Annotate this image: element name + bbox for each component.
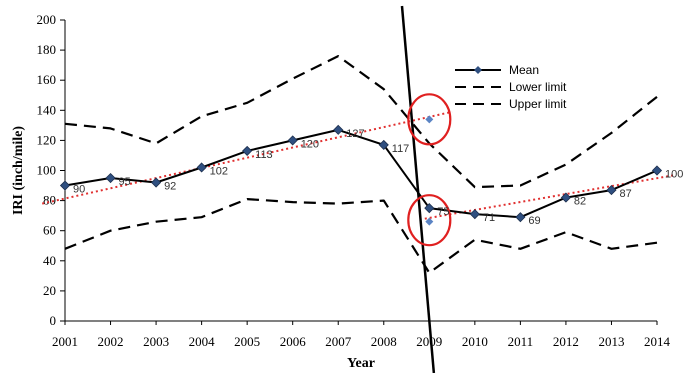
x-axis-title: Year (347, 356, 375, 371)
mean-data-label: 90 (73, 184, 85, 196)
mean-data-label: 69 (528, 215, 540, 227)
mean-point (651, 165, 663, 176)
mean-data-label: 102 (210, 165, 228, 177)
mean-point (151, 177, 162, 188)
x-tick-label: 2012 (553, 334, 579, 349)
x-tick-label: 2006 (280, 334, 307, 349)
series-line-mean (64, 128, 658, 219)
x-tick-label: 2014 (644, 334, 671, 349)
trendline (424, 174, 676, 220)
mean-point (59, 180, 71, 191)
mean-point (196, 162, 207, 173)
y-tick-label: 140 (37, 102, 57, 117)
x-tick-label: 2010 (462, 334, 488, 349)
annotations (400, 5, 452, 373)
x-tick-label: 2008 (371, 334, 397, 349)
axes: 0 20 40 60 80 100 120 140 160 180 200 2001 2002 2003 2… (37, 12, 671, 349)
legend-label: Lower limit (509, 80, 567, 94)
y-axis-title: IRI (inch/mile) (11, 126, 26, 215)
y-tick-label: 120 (37, 132, 57, 147)
mean-data-label: 100 (665, 169, 683, 181)
vertical-divider-line (400, 5, 436, 373)
x-tick-label: 2013 (598, 334, 624, 349)
y-tick-label: 40 (43, 253, 56, 268)
series-line-upper-limit (64, 55, 658, 189)
mean-data-label: 95 (119, 176, 131, 188)
x-tick-label: 2009 (416, 334, 442, 349)
highlight-point (425, 217, 434, 226)
y-tick-label: 200 (37, 12, 57, 27)
x-tick-label: 2003 (143, 334, 169, 349)
mean-point (515, 212, 526, 223)
y-tick-label: 100 (37, 163, 57, 178)
mean-point (606, 184, 617, 196)
mean-data-label: 87 (619, 188, 631, 200)
highlight-circle (407, 93, 452, 146)
x-tick-label: 2005 (234, 334, 260, 349)
y-tick-label: 80 (43, 193, 56, 208)
legend-marker (474, 66, 482, 74)
x-tick-label: 2007 (325, 334, 352, 349)
mean-point (105, 172, 116, 184)
mean-point (560, 192, 571, 203)
data-labels: 90 95 92 102 113 120 127 117 75 71 69 82 87 100 (73, 128, 683, 227)
mean-data-label: 75 (437, 206, 449, 218)
mean-data-label: 127 (346, 128, 364, 140)
y-tick-label: 180 (37, 42, 57, 57)
mean-data-label: 92 (164, 181, 176, 193)
mean-point (242, 145, 253, 157)
y-tick-label: 60 (43, 223, 56, 238)
y-tick-label: 160 (37, 72, 57, 87)
mean-point (378, 139, 389, 150)
mean-point (333, 124, 344, 135)
mean-point (424, 203, 435, 214)
mean-data-label: 71 (483, 212, 495, 224)
x-tick-label: 2002 (98, 334, 124, 349)
mean-data-label: 120 (301, 138, 319, 150)
legend: Mean Lower limit Upper limit (455, 63, 567, 111)
legend-label: Upper limit (509, 97, 567, 111)
trendline (41, 110, 453, 205)
mean-point (469, 209, 480, 220)
series-line-lower-limit (64, 198, 658, 274)
mean-data-label: 117 (392, 143, 410, 155)
highlight-point (425, 115, 434, 124)
series (59, 55, 663, 274)
y-tick-label: 0 (50, 313, 57, 328)
mean-point (287, 135, 298, 146)
x-tick-label: 2004 (189, 334, 216, 349)
x-tick-label: 2001 (52, 334, 78, 349)
trendlines (41, 110, 676, 220)
mean-data-label: 113 (255, 149, 273, 161)
y-tick-label: 20 (43, 283, 56, 298)
legend-label: Mean (509, 63, 539, 77)
x-tick-label: 2011 (508, 334, 534, 349)
mean-data-label: 82 (574, 196, 586, 208)
highlight-circle (407, 194, 452, 247)
